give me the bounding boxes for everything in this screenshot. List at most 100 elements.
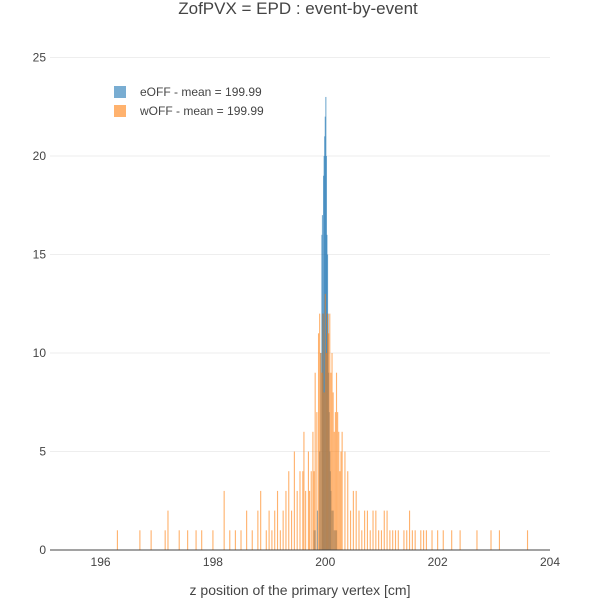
x-tick-label: 196 — [91, 555, 111, 569]
bar-woff — [403, 530, 405, 550]
bar-woff — [187, 530, 189, 550]
bar-woff — [321, 372, 323, 550]
bar-woff — [389, 530, 391, 550]
bar-woff — [310, 471, 312, 550]
bar-woff — [380, 530, 383, 550]
bar-woff — [411, 530, 413, 550]
bar-woff — [317, 333, 320, 550]
bar-woff — [307, 451, 309, 550]
bar-woff — [397, 530, 399, 550]
bar-woff — [299, 471, 301, 550]
bar-woff — [234, 530, 236, 550]
bar-woff — [276, 490, 279, 550]
y-tick-label: 20 — [33, 149, 47, 163]
grid-lines — [50, 57, 550, 453]
bar-woff — [308, 490, 311, 550]
bar-woff — [305, 490, 307, 550]
legend-swatch — [114, 105, 126, 117]
bar-woff — [229, 530, 231, 550]
bar-woff — [319, 313, 321, 550]
bar-woff — [498, 530, 500, 550]
x-tick-label: 204 — [540, 555, 560, 569]
bar-woff — [331, 353, 333, 550]
bar-woff — [423, 530, 425, 550]
bar-woff — [431, 530, 433, 550]
bar-woff — [167, 510, 169, 550]
bar-woff — [386, 510, 388, 550]
bar-woff — [246, 510, 248, 550]
x-tick-label: 200 — [315, 555, 335, 569]
bar-woff — [355, 490, 357, 550]
bar-woff — [178, 530, 180, 550]
bar-woff — [339, 471, 341, 550]
x-tick-label: 202 — [428, 555, 448, 569]
histogram-bars — [116, 96, 529, 551]
bar-woff — [320, 353, 322, 550]
bar-woff — [338, 431, 340, 550]
bar-woff — [279, 530, 281, 550]
bar-woff — [442, 530, 444, 550]
bar-woff — [490, 530, 492, 550]
bar-woff — [265, 530, 267, 550]
y-tick-label: 10 — [33, 346, 47, 360]
bar-woff — [350, 510, 352, 550]
bar-woff — [344, 451, 346, 550]
bar-woff — [361, 530, 363, 550]
bar-woff — [325, 353, 327, 550]
bar-woff — [408, 510, 411, 550]
bar-woff — [322, 313, 324, 550]
bar-woff — [285, 490, 287, 550]
bar-woff — [257, 510, 259, 550]
bar-woff — [369, 530, 371, 550]
x-tick-label: 198 — [203, 555, 223, 569]
bar-woff — [296, 490, 298, 550]
bar-woff — [268, 510, 270, 550]
bar-woff — [366, 510, 368, 550]
bar-woff — [302, 471, 304, 550]
bar-woff — [378, 530, 380, 550]
bar-woff — [420, 530, 422, 550]
bar-woff — [212, 530, 214, 550]
bar-woff — [337, 412, 339, 550]
bar-woff — [332, 392, 334, 550]
bar-woff — [383, 510, 385, 550]
axes: 0 5 10 15 20 25 196 198 200 202 204 — [33, 51, 561, 569]
bar-woff — [394, 530, 397, 550]
bar-woff — [274, 510, 276, 550]
bar-woff — [150, 530, 152, 550]
bar-woff — [372, 510, 374, 550]
bar-woff — [271, 530, 273, 550]
legend-label: wOFF - mean = 199.99 — [139, 104, 264, 118]
chart-title: ZofPVX = EPD : event-by-event — [178, 0, 418, 18]
bar-woff — [375, 510, 377, 550]
y-tick-label: 15 — [33, 248, 47, 262]
bar-woff — [201, 530, 203, 550]
bar-woff — [303, 431, 305, 550]
bar-woff — [451, 530, 453, 550]
bar-woff — [240, 530, 242, 550]
y-tick-label: 0 — [39, 543, 46, 557]
bar-woff — [260, 490, 262, 550]
bar-woff — [139, 530, 141, 550]
legend: eOFF - mean = 199.99 wOFF - mean = 199.99 — [114, 85, 264, 118]
bar-woff — [116, 530, 118, 550]
bar-woff — [313, 471, 315, 550]
bar-woff — [164, 530, 166, 550]
x-axis-title: z position of the primary vertex [cm] — [190, 582, 411, 598]
bar-woff — [326, 313, 329, 550]
legend-swatch — [114, 86, 126, 98]
bar-woff — [476, 530, 478, 550]
bar-woff — [335, 372, 338, 550]
bar-woff — [340, 451, 342, 550]
bar-woff — [195, 530, 197, 550]
bar-woff — [358, 510, 360, 550]
bar-woff — [323, 392, 325, 550]
bar-woff — [437, 530, 439, 550]
bar-woff — [291, 510, 293, 550]
bar-woff — [334, 412, 336, 550]
bar-woff — [333, 431, 335, 550]
bar-woff — [392, 530, 394, 550]
bar-woff — [282, 510, 284, 550]
bar-woff — [526, 530, 529, 550]
